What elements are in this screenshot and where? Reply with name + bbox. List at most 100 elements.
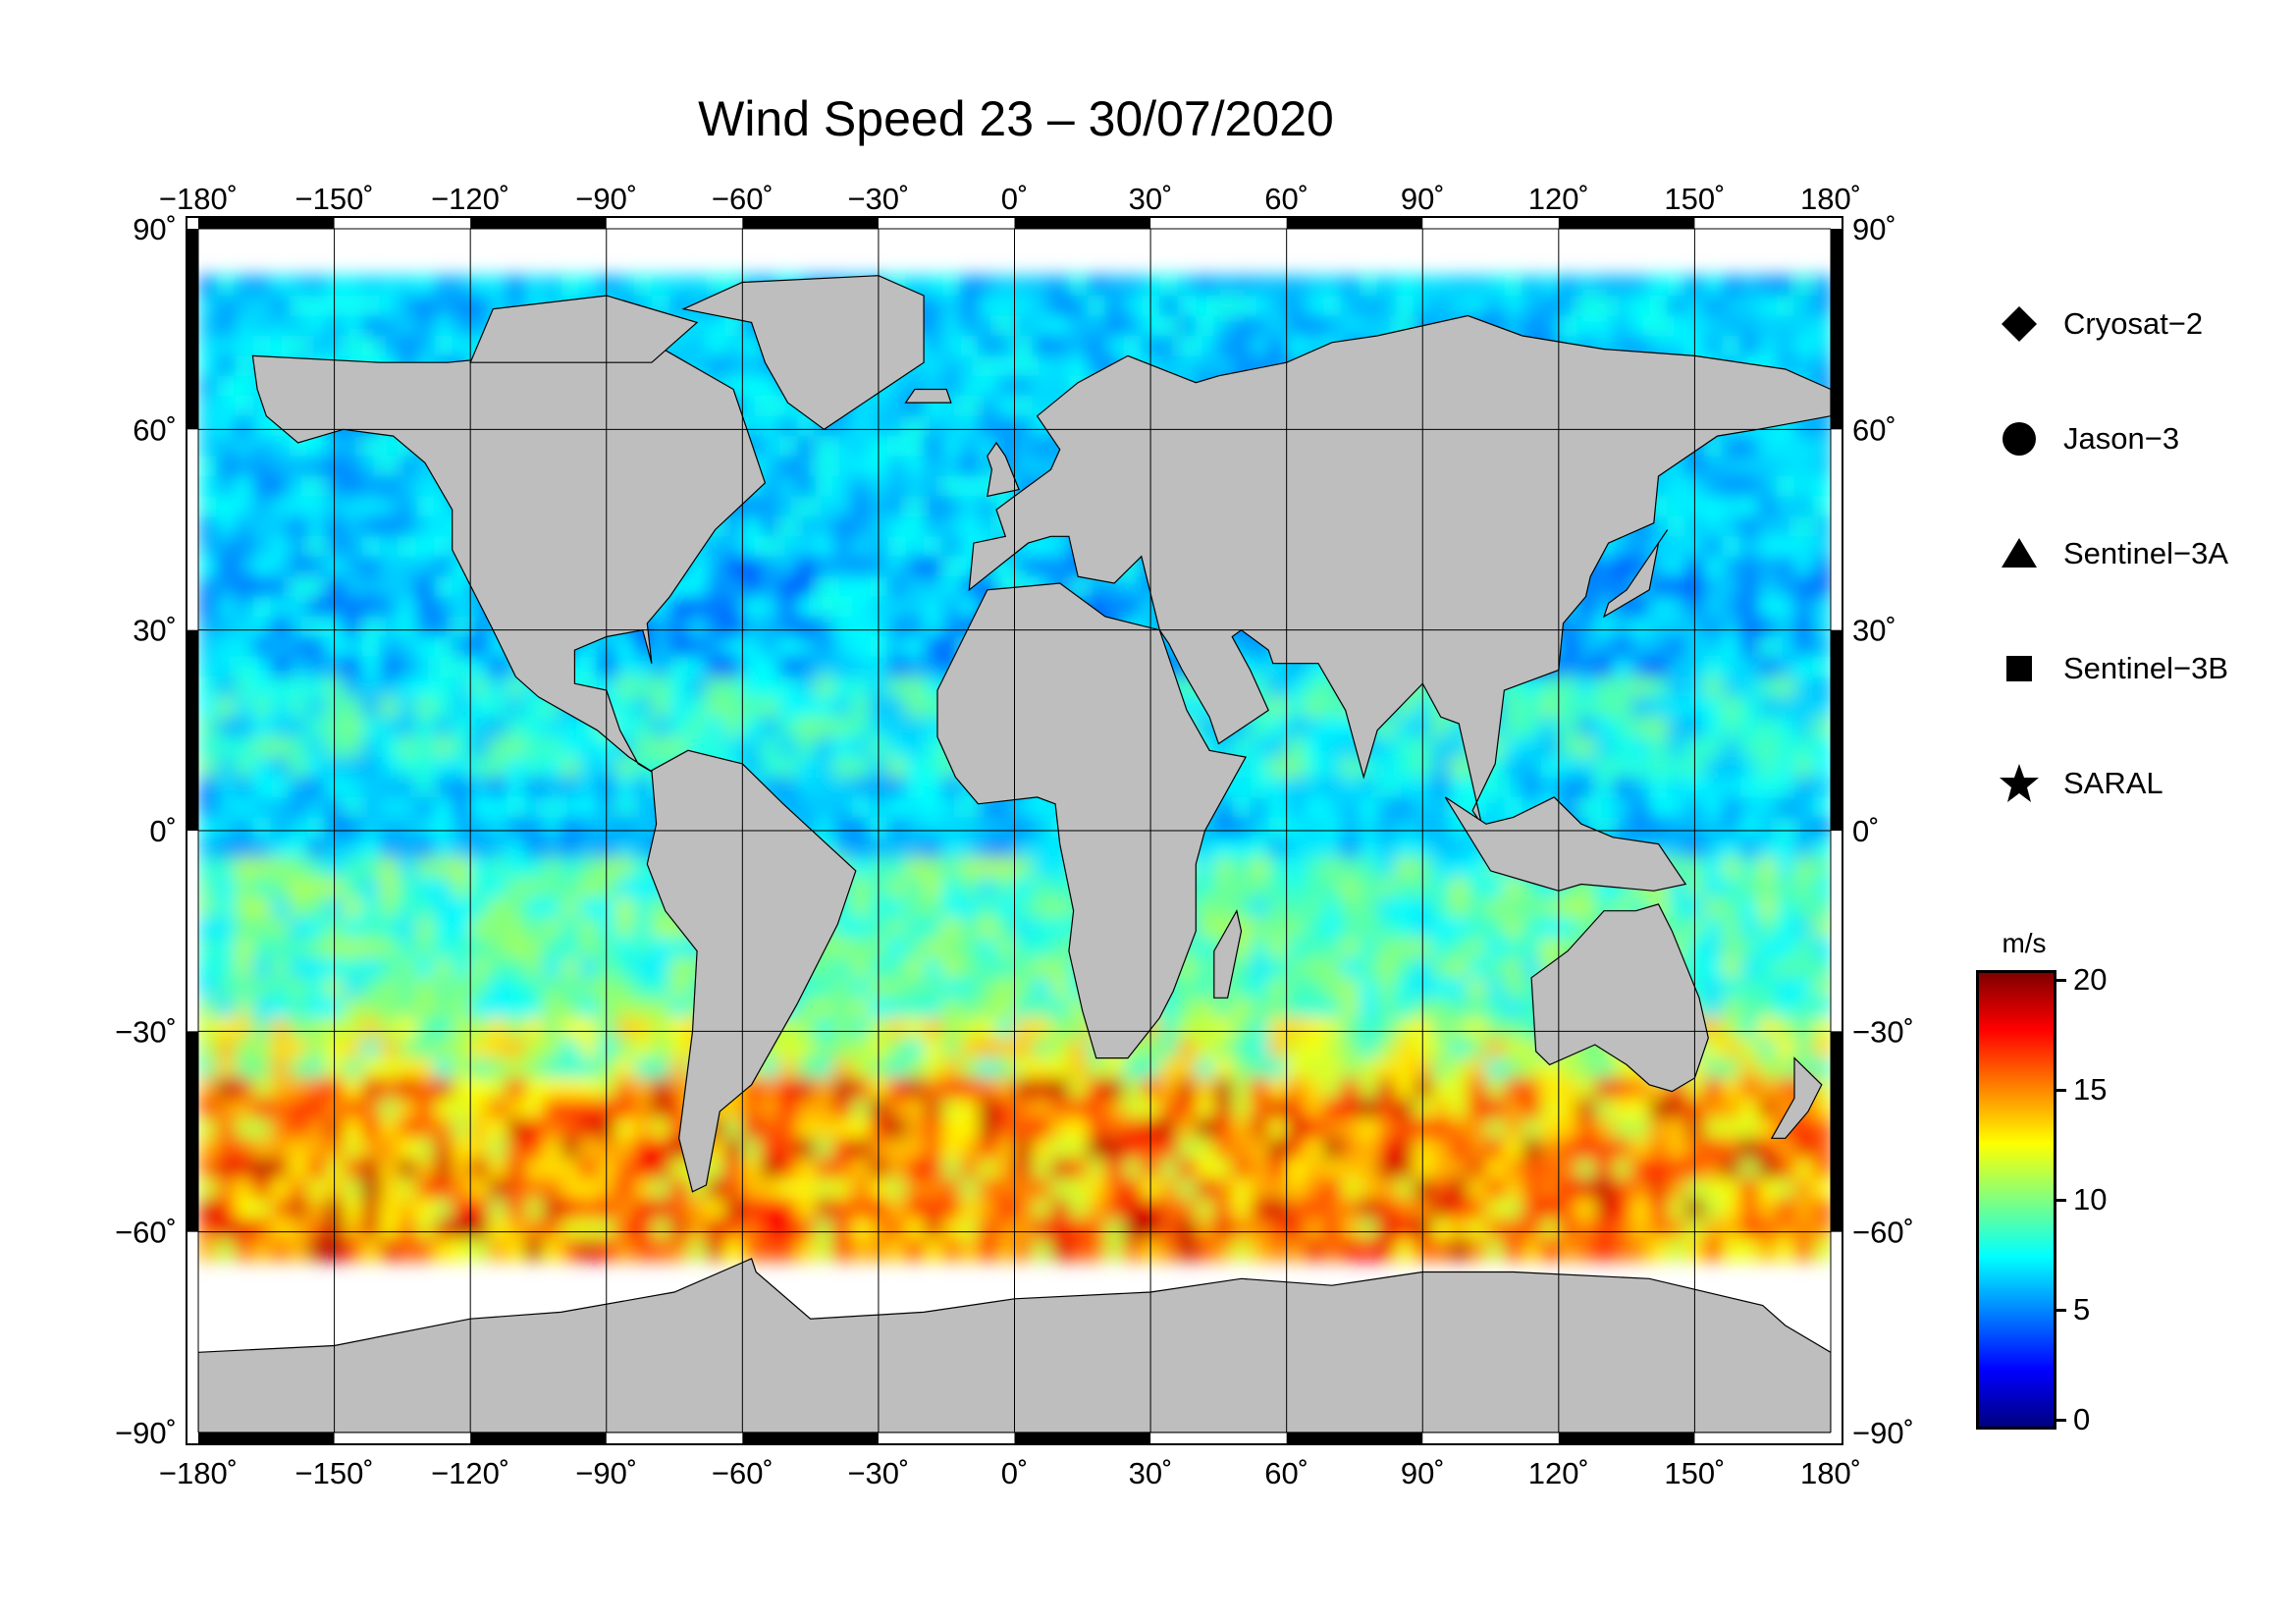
wind-cell: [723, 596, 745, 620]
wind-cell: [869, 1238, 890, 1261]
wind-cell: [1739, 617, 1761, 639]
wind-cell: [633, 937, 654, 960]
wind-cell: [1758, 1017, 1779, 1041]
wind-cell: [1722, 1017, 1742, 1041]
wind-cell: [1776, 496, 1797, 518]
wind-cell: [398, 676, 418, 699]
wind-cell: [796, 536, 818, 559]
wind-cell: [1794, 496, 1815, 518]
wind-cell: [651, 1238, 672, 1261]
wind-cell: [1576, 275, 1597, 298]
lon-tick-top: −150˚: [295, 182, 374, 216]
wind-cell: [1776, 556, 1797, 579]
wind-cell: [470, 1178, 491, 1201]
wind-cell: [216, 476, 237, 499]
wind-cell: [1594, 717, 1616, 739]
wind-cell: [1449, 1178, 1470, 1201]
wind-cell: [1068, 1078, 1090, 1101]
wind-cell: [561, 1117, 582, 1141]
wind-cell: [561, 796, 582, 820]
wind-cell: [760, 456, 781, 479]
wind-cell: [832, 1178, 854, 1201]
wind-cell: [1758, 275, 1779, 298]
wind-cell: [361, 717, 382, 739]
wind-cell: [1613, 1178, 1633, 1201]
wind-cell: [470, 1238, 491, 1261]
wind-cell: [723, 1198, 745, 1221]
wind-cell: [1758, 717, 1779, 739]
wind-cell: [960, 375, 981, 399]
wind-cell: [1739, 796, 1761, 820]
wind-cell: [924, 476, 944, 499]
wind-cell: [760, 496, 781, 518]
wind-cell: [415, 296, 437, 318]
wind-cell: [561, 897, 582, 920]
wind-cell: [452, 998, 473, 1020]
wind-cell: [398, 977, 418, 1001]
wind-cell: [198, 998, 219, 1020]
wind-cell: [434, 636, 454, 659]
wind-cell: [1540, 1218, 1561, 1241]
wind-cell: [379, 777, 400, 799]
wind-cell: [815, 817, 835, 839]
wind-cell: [252, 617, 273, 639]
wind-cell: [1395, 777, 1416, 799]
wind-cell: [415, 897, 437, 920]
wind-cell: [1250, 757, 1271, 780]
wind-cell: [723, 1238, 745, 1261]
wind-cell: [1558, 656, 1579, 679]
wind-cell: [1196, 977, 1216, 1001]
wind-cell: [905, 1017, 927, 1041]
wind-cell: [379, 1038, 400, 1060]
wind-cell: [723, 656, 745, 679]
wind-cell: [815, 1017, 835, 1041]
wind-cell: [1739, 1098, 1761, 1120]
wind-cell: [851, 796, 872, 820]
wind-cell: [1722, 496, 1742, 518]
wind-cell: [978, 335, 999, 358]
wind-cell: [1812, 1098, 1831, 1120]
wind-cell: [1594, 1198, 1616, 1221]
wind-cell: [978, 396, 999, 418]
wind-cell: [978, 296, 999, 318]
wind-cell: [1739, 837, 1761, 860]
wind-cell: [1722, 576, 1742, 599]
wind-cell: [379, 757, 400, 780]
wind-cell: [234, 1178, 255, 1201]
wind-cell: [1449, 757, 1470, 780]
wind-cell: [597, 957, 617, 980]
wind-cell: [216, 1057, 237, 1081]
wind-cell: [1431, 1038, 1452, 1060]
wind-cell: [361, 617, 382, 639]
wind-cell: [543, 777, 563, 799]
wind-cell: [1468, 296, 1488, 318]
wind-cell: [796, 998, 818, 1020]
wind-cell: [651, 656, 672, 679]
wind-cell: [361, 796, 382, 820]
wind-cell: [561, 1218, 582, 1241]
wind-cell: [760, 1238, 781, 1261]
wind-cell: [614, 1198, 636, 1221]
wind-cell: [887, 436, 908, 459]
wind-cell: [1286, 897, 1308, 920]
wind-cell: [1196, 897, 1216, 920]
wind-cell: [1758, 957, 1779, 980]
wind-cell: [1359, 1117, 1380, 1141]
wind-cell: [1812, 415, 1831, 439]
wind-cell: [524, 757, 546, 780]
wind-cell: [851, 576, 872, 599]
wind-cell: [796, 1158, 818, 1181]
wind-cell: [887, 1238, 908, 1261]
wind-cell: [216, 576, 237, 599]
wind-cell: [1322, 275, 1344, 298]
wind-cell: [1213, 837, 1235, 860]
wind-cell: [1504, 1238, 1524, 1261]
wind-cell: [270, 1017, 292, 1041]
wind-cell: [832, 656, 854, 679]
wind-cell: [398, 456, 418, 479]
wind-cell: [614, 917, 636, 940]
wind-cell: [1758, 696, 1779, 720]
wind-cell: [1050, 977, 1071, 1001]
wind-cell: [507, 857, 527, 880]
wind-cell: [1594, 1158, 1616, 1181]
